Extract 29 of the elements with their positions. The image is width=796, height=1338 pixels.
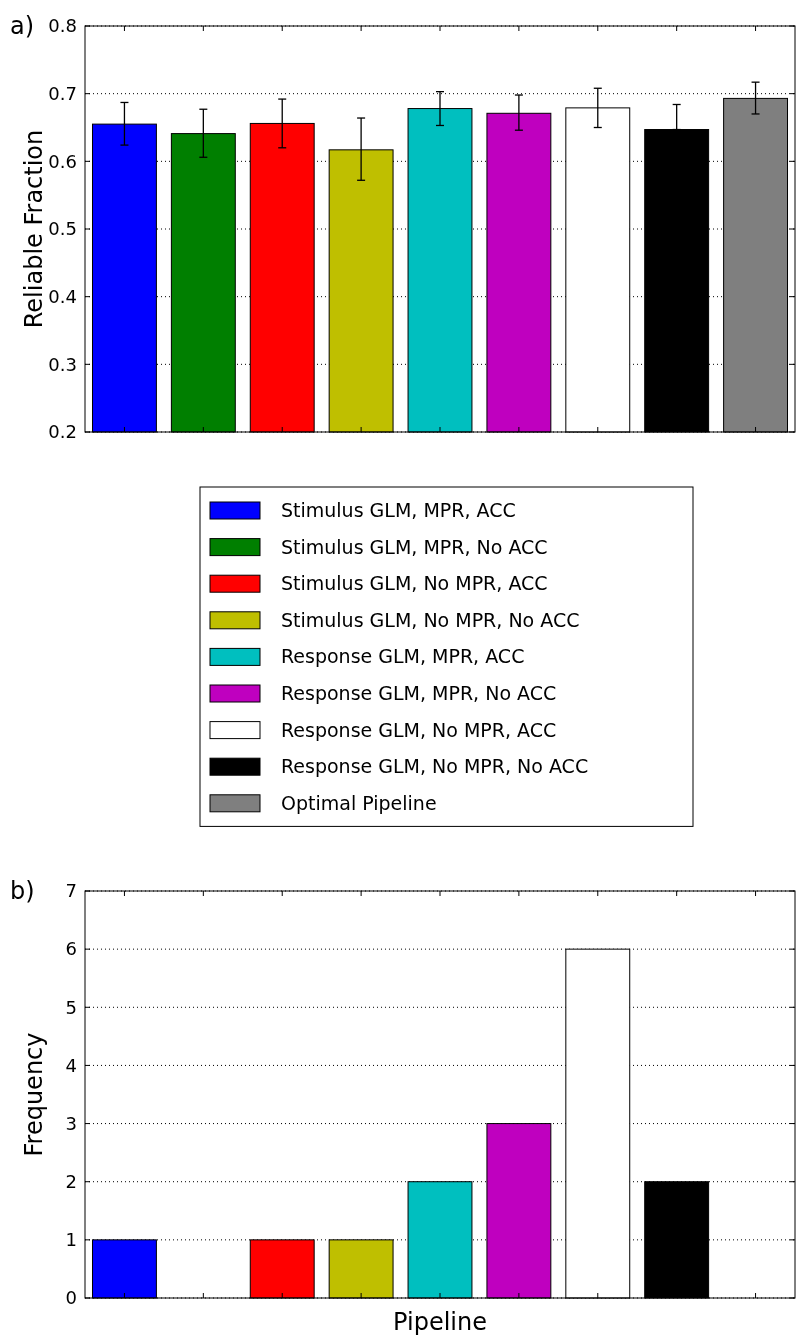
legend-label: Response GLM, MPR, No ACC: [281, 682, 557, 704]
legend-label: Stimulus GLM, MPR, No ACC: [281, 535, 548, 558]
y-tick-label: 0.7: [48, 82, 77, 104]
y-tick-label: 0.8: [48, 15, 77, 37]
y-tick-label: 0: [65, 1287, 77, 1309]
legend-label: Optimal Pipeline: [281, 791, 437, 814]
y-tick-label: 0.2: [48, 421, 77, 443]
x-axis-title: Pipeline: [393, 1308, 487, 1336]
legend-label: Response GLM, MPR, ACC: [281, 645, 525, 668]
chart-title: b): [10, 877, 35, 905]
y-tick-label: 6: [65, 938, 77, 960]
y-tick-label: 0.6: [48, 150, 77, 172]
legend-label: Response GLM, No MPR, No ACC: [281, 755, 589, 778]
y-tick-label: 0.3: [48, 353, 77, 375]
y-tick-label: 3: [65, 1112, 77, 1134]
legend-label: Stimulus GLM, MPR, ACC: [281, 499, 516, 521]
y-axis-title: Reliable Fraction: [20, 129, 48, 329]
y-tick-label: 5: [65, 996, 77, 1018]
y-tick-label: 2: [65, 1170, 77, 1192]
y-tick-label: 7: [65, 880, 77, 902]
y-axis-title: Frequency: [20, 1032, 48, 1157]
y-tick-label: 0.4: [48, 285, 77, 307]
y-tick-label: 1: [65, 1229, 77, 1251]
legend-label: Response GLM, No MPR, ACC: [281, 718, 557, 741]
y-tick-label: 4: [65, 1054, 77, 1076]
legend-label: Stimulus GLM, No MPR, ACC: [281, 572, 548, 595]
chart-title: a): [10, 12, 35, 40]
legend-label: Stimulus GLM, No MPR, No ACC: [281, 608, 580, 631]
y-tick-label: 0.5: [48, 218, 77, 240]
